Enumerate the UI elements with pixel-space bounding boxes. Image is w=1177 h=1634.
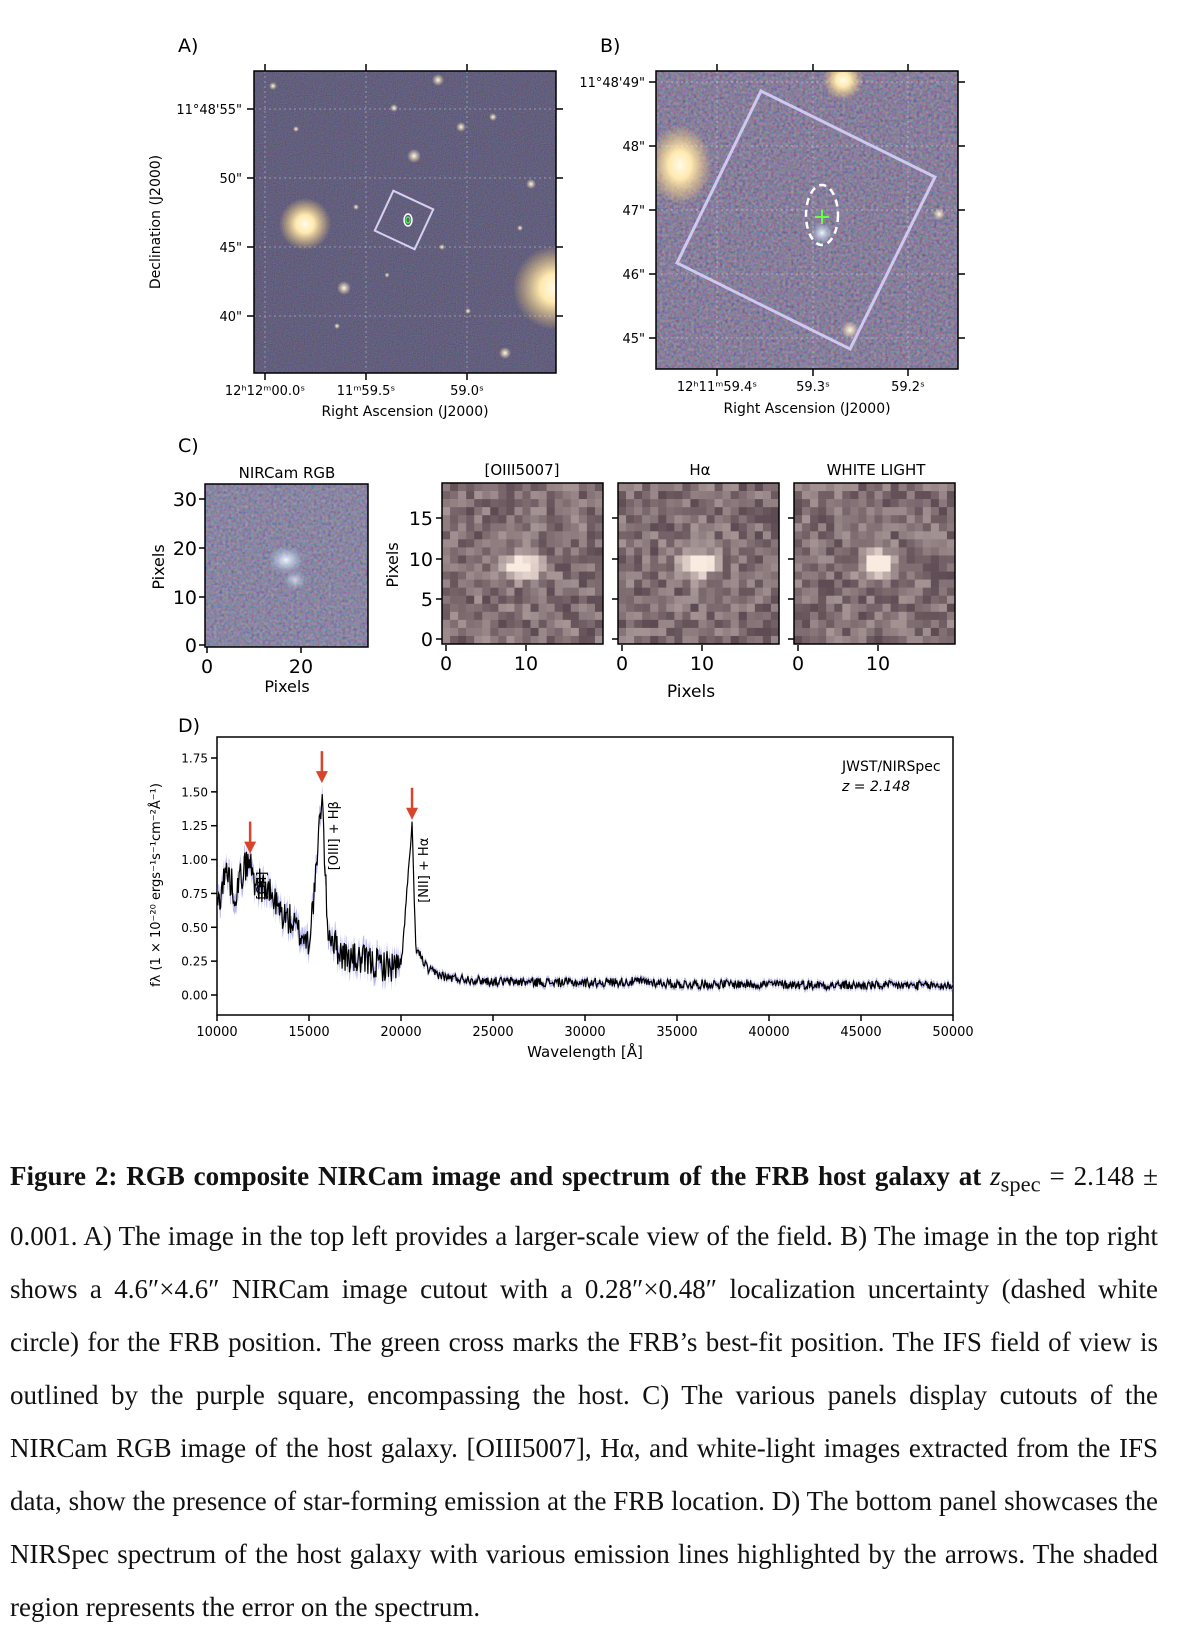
ifs-ytick: 15 <box>409 508 433 530</box>
panel-a-dec-tick: 40" <box>219 310 242 325</box>
spectrum-ytick: 1.75 <box>181 752 208 766</box>
ifs-xtick: 0 <box>792 653 804 675</box>
caption-label: Figure 2 <box>10 1161 109 1191</box>
rgb-ytick: 10 <box>173 587 197 609</box>
panel-b-dec-tick: 46" <box>622 268 645 283</box>
spectrum-ytick: 0.25 <box>181 955 208 969</box>
panel-b-dec-tick: 47" <box>622 204 645 219</box>
emission-line-label: [OII] <box>255 872 270 900</box>
ifs-ytick: 5 <box>421 589 433 611</box>
spectrum-flux-line <box>216 794 954 992</box>
spectrum-plot: 10000 15000 20000 25000 30000 35000 40000 45000… <box>181 736 974 1040</box>
rgb-ytick: 0 <box>185 635 197 657</box>
panel-a-dec-tick: 50" <box>219 172 242 187</box>
panel-b-dec-tick: 48" <box>622 140 645 155</box>
spectrum-xtick: 50000 <box>932 1025 973 1040</box>
figure-caption: Figure 2: RGB composite NIRCam image and… <box>10 1161 1158 1623</box>
ifs-xtick: 10 <box>866 653 890 675</box>
caption-bold-title: RGB composite NIRCam image and spectrum … <box>126 1161 982 1191</box>
spectrum-xtick: 30000 <box>564 1025 605 1040</box>
rgb-xtick: 0 <box>201 656 213 678</box>
rgb-ytick: 20 <box>173 538 197 560</box>
spectrum-ytick: 0.50 <box>181 921 208 935</box>
panel-a-dec-tick: 45" <box>219 241 242 256</box>
figure-2: A) <box>148 35 974 1061</box>
panel-a-ylabel: Declination (J2000) <box>148 155 164 289</box>
panel-b-xlabel: Right Ascension (J2000) <box>723 401 890 417</box>
ifs-xtick: 10 <box>690 653 714 675</box>
panel-b-ra-tick: 59.2ˢ <box>891 380 925 395</box>
spectrum-xtick: 10000 <box>196 1025 237 1040</box>
panel-b-image <box>656 71 958 369</box>
panel-c-label: C) <box>178 435 199 457</box>
panel-c-title-rgb: NIRCam RGB <box>239 464 336 482</box>
spectrum-xtick: 45000 <box>840 1025 881 1040</box>
ifs-xtick: 10 <box>514 653 538 675</box>
spectrum-xtick: 25000 <box>472 1025 513 1040</box>
ifs-ytick: 10 <box>409 549 433 571</box>
panel-a-xlabel: Right Ascension (J2000) <box>321 404 488 420</box>
spectrum-xtick: 35000 <box>656 1025 697 1040</box>
ifs-ytick: 0 <box>421 629 433 651</box>
panel-a-ra-tick: 59.0ˢ <box>450 384 484 399</box>
panel-a-dec-tick: 11°48'55" <box>176 103 242 118</box>
panel-c-title-halpha: Hα <box>689 461 710 479</box>
panel-b-label: B) <box>600 35 620 57</box>
panel-a-image <box>254 71 556 373</box>
spectrum-xtick: 15000 <box>288 1025 329 1040</box>
panel-b-dec-tick: 11°48'49" <box>579 76 645 91</box>
panel-c-title-oiii: [OIII5007] <box>485 461 560 479</box>
emission-line-label: [OIII] + Hβ <box>327 801 342 870</box>
spectrum-xtick: 20000 <box>380 1025 421 1040</box>
ifs-cutouts <box>441 482 956 645</box>
spectrum-ytick: 0.00 <box>181 989 208 1003</box>
emission-arrow <box>406 787 419 820</box>
panel-a-label: A) <box>178 35 198 57</box>
emission-line-label: [NII] + Hα <box>417 838 432 903</box>
ifs-xlabel: Pixels <box>667 682 715 702</box>
spectrum-xlabel: Wavelength [Å] <box>527 1042 643 1061</box>
ifs-xtick: 0 <box>616 653 628 675</box>
spectrum-ylabel: fλ (1 × 10⁻²⁰ ergs⁻¹s⁻¹cm⁻²Å⁻¹) <box>148 783 164 987</box>
panel-a-ra-tick: 11ᵐ59.5ˢ <box>337 384 396 399</box>
spectrum-ytick: 1.00 <box>181 853 208 867</box>
frb-localization-small <box>403 213 413 227</box>
caption-body: A) The image in the top left provides a … <box>10 1221 1158 1623</box>
ifs-fov-square <box>674 88 938 352</box>
panel-b-ra-tick: 59.3ˢ <box>796 380 830 395</box>
ifs-cutout-0 <box>441 482 604 645</box>
emission-arrow <box>244 821 257 854</box>
ifs-cutout-1 <box>617 482 780 645</box>
spectrum-ytick: 1.50 <box>181 785 208 799</box>
rgb-ytick: 30 <box>173 489 197 511</box>
caption-z-sub: spec <box>1000 1171 1041 1197</box>
frb-best-fit-cross <box>815 210 829 224</box>
caption-z-symbol: z <box>990 1161 1001 1191</box>
panel-b-dec-tick: 45" <box>622 332 645 347</box>
ifs-xtick: 0 <box>440 653 452 675</box>
nircam-rgb-cutout <box>205 484 368 647</box>
rgb-xtick: 20 <box>289 656 313 678</box>
spectrum-ytick: 0.75 <box>181 887 208 901</box>
ifs-ylabel: Pixels <box>383 542 402 587</box>
panel-c-title-white-light: WHITE LIGHT <box>827 461 927 479</box>
spectrum-ytick: 1.25 <box>181 819 208 833</box>
instrument-label: JWST/NIRSpec <box>841 759 941 775</box>
frb-localization-ellipse <box>804 183 840 247</box>
panel-d-label: D) <box>178 715 200 737</box>
caption-z-value: = 2.148 ± 0.001. <box>10 1161 1158 1252</box>
panel-b-ra-tick: 12ʰ11ᵐ59.4ˢ <box>677 380 757 395</box>
emission-arrow <box>315 751 328 784</box>
redshift-label: z = 2.148 <box>841 779 910 795</box>
ifs-fov-square-small <box>373 189 435 251</box>
rgb-xlabel: Pixels <box>264 677 309 696</box>
ifs-cutout-2 <box>793 482 956 645</box>
rgb-ylabel: Pixels <box>149 544 168 589</box>
panel-a-ra-tick: 12ʰ12ᵐ00.0ˢ <box>225 384 305 399</box>
spectrum-xtick: 40000 <box>748 1025 789 1040</box>
